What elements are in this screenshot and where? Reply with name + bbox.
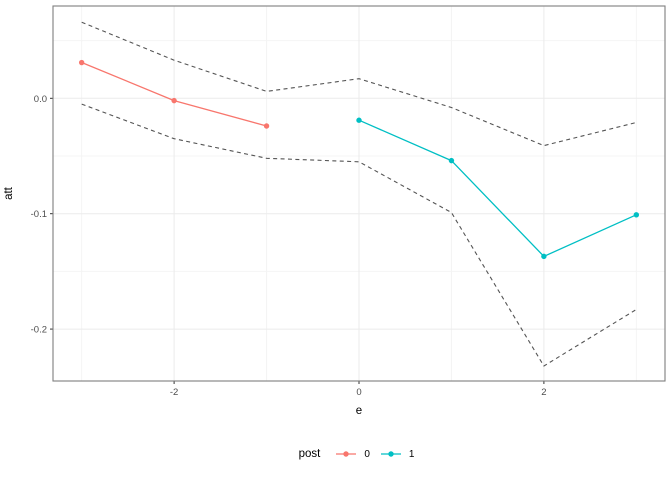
- x-tick-label: 0: [356, 387, 361, 398]
- data-point-post-0: [78, 59, 85, 66]
- y-axis-title: att: [3, 186, 15, 200]
- legend-entry-label: 0: [364, 448, 370, 460]
- series-line-post-1: [358, 119, 637, 258]
- x-axis-title: e: [356, 405, 362, 417]
- legend: post 0 1: [53, 442, 665, 466]
- data-point-post-0: [171, 97, 177, 104]
- y-tick-label: -0.2: [31, 325, 47, 336]
- y-tick-label: -0.1: [31, 209, 47, 220]
- series-line-ci-upper: [81, 21, 637, 147]
- legend-title: post: [298, 448, 321, 460]
- legend-entry-label: 1: [408, 448, 415, 460]
- y-tick-label: 0.0: [34, 94, 47, 105]
- panel-border: [52, 5, 666, 382]
- data-point-post-1: [633, 212, 640, 218]
- data-point-post-0: [263, 123, 270, 129]
- series-line-ci-lower: [81, 103, 637, 367]
- legend-entry-post-0: 0: [335, 448, 370, 460]
- data-point-post-1: [541, 253, 547, 260]
- x-tick-label: 2: [541, 387, 546, 398]
- data-point-post-1: [356, 117, 362, 123]
- plot-canvas: -2 0 2 0.0 -0.1 -0.2 e att: [3, 5, 666, 417]
- x-tick-label: -2: [170, 387, 178, 398]
- legend-key-line-dot-icon: [380, 451, 401, 457]
- data-point-post-1: [448, 157, 455, 164]
- legend-entry-post-1: 1: [380, 448, 415, 460]
- legend-key-line-dot-icon: [336, 451, 357, 457]
